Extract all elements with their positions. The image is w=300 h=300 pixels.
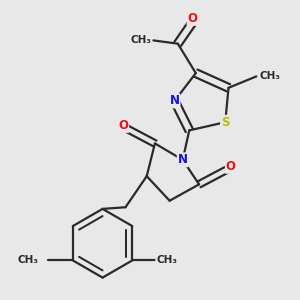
Text: O: O (118, 119, 128, 132)
Text: S: S (221, 116, 230, 129)
Text: N: N (169, 94, 179, 107)
Text: CH₃: CH₃ (156, 255, 177, 266)
Text: CH₃: CH₃ (260, 71, 280, 81)
Text: N: N (178, 153, 188, 166)
Text: CH₃: CH₃ (17, 255, 38, 266)
Text: O: O (226, 160, 236, 173)
Text: CH₃: CH₃ (130, 35, 151, 45)
Text: O: O (188, 12, 197, 25)
